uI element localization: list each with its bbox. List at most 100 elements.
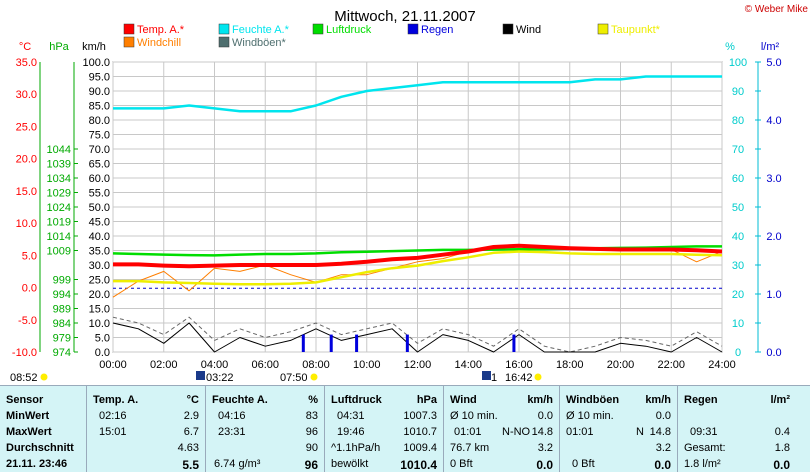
- wind-distance: 76.7 km: [450, 442, 490, 454]
- weather-chart: Mittwoch, 21.11.2007 © Weber Mike Temp. …: [10, 4, 808, 384]
- wind-tick: 50.0: [89, 202, 110, 214]
- stats-table: Sensor MinWert MaxWert Durchschnitt 21.1…: [0, 385, 810, 472]
- wind-header: Wind: [450, 394, 477, 406]
- moon-icon: [196, 371, 205, 380]
- press-trend: ^1.1hPa/h: [331, 442, 381, 454]
- press-max-value: 1010.7: [403, 426, 437, 438]
- stats-col-sensor: Sensor MinWert MaxWert Durchschnitt 21.1…: [0, 386, 87, 472]
- gust-unit: km/h: [645, 394, 671, 406]
- humidity-unit-label: %: [725, 41, 735, 53]
- legend-swatch: [597, 23, 609, 35]
- gust-avg-value: 3.2: [655, 442, 671, 454]
- stats-col-rain: Regen l/m² 09:31 0.4 Gesamt: 1.8 1.8 l/m…: [678, 386, 796, 472]
- wind-tick: 70.0: [89, 144, 110, 156]
- wind-tick: 90.0: [89, 86, 110, 98]
- gust-current-value: 0.0: [654, 458, 671, 472]
- time-tick: 16:00: [505, 359, 533, 371]
- wind-tick: 35.0: [89, 246, 110, 258]
- sun-moon-row: 08:52 03:22 07:50 1 16:42: [10, 371, 542, 384]
- time-tick: 14:00: [454, 359, 482, 371]
- row-label-min: MinWert: [6, 410, 50, 422]
- pressure-tick: 1014: [47, 231, 71, 243]
- hum-avg-value: 90: [305, 442, 318, 454]
- sun-icon: [40, 373, 48, 381]
- hum-max-value: 96: [305, 426, 318, 438]
- legend-label: Taupunkt*: [611, 24, 661, 36]
- stats-header-sensor: Sensor: [6, 394, 44, 406]
- humidity-tick: 100: [729, 57, 747, 69]
- legend-label: Windchill: [137, 37, 181, 49]
- time-tick: 10:00: [353, 359, 381, 371]
- humidity-tick: 60: [732, 173, 744, 185]
- gust-bft: 0 Bft: [572, 458, 595, 470]
- wind-tick: 40.0: [89, 231, 110, 243]
- rain-tick: 2.0: [766, 231, 781, 243]
- wind-tick: 15.0: [89, 304, 110, 316]
- legend-swatch: [407, 23, 419, 35]
- wind-min-value: 0.0: [537, 410, 553, 422]
- rain-max-value: 0.4: [774, 426, 790, 438]
- humidity-tick: 40: [732, 231, 744, 243]
- temp-tick: 0.0: [22, 283, 37, 295]
- rain-current-value: 0.0: [773, 458, 790, 472]
- legend-swatch: [218, 23, 230, 35]
- temp-tick: 10.0: [16, 218, 37, 230]
- series-windboeen-line: [112, 316, 723, 353]
- temp-min-value: 2.9: [183, 410, 199, 422]
- pressure-tick: 984: [53, 318, 71, 330]
- temp-max-value: 6.7: [183, 426, 199, 438]
- legend: Temp. A.* Feuchte A.* Luftdruck Regen Wind Ta…: [123, 23, 661, 49]
- legend-label: Luftdruck: [326, 24, 372, 36]
- time-tick: 04:00: [201, 359, 229, 371]
- legend-label: Feuchte A.*: [232, 24, 290, 36]
- moon-prefix: 1: [491, 372, 497, 384]
- wind-unit-label: km/h: [82, 41, 106, 53]
- wind-tick: 30.0: [89, 260, 110, 272]
- temp-tick: 25.0: [16, 121, 37, 133]
- temp-tick: -10.0: [12, 347, 37, 359]
- series-taupunkt-line: [113, 250, 723, 286]
- time-tick: 12:00: [404, 359, 432, 371]
- time-tick: 06:00: [251, 359, 279, 371]
- time-tick: 22:00: [657, 359, 685, 371]
- wind-bft: 0 Bft: [450, 458, 473, 470]
- humidity-tick: 20: [732, 289, 744, 301]
- pressure-tick: 1029: [47, 188, 71, 200]
- wind-tick: 85.0: [89, 101, 110, 113]
- legend-swatch: [123, 23, 135, 35]
- temp-header: Temp. A.: [93, 394, 139, 406]
- humidity-tick: 90: [732, 86, 744, 98]
- time-tick: 20:00: [607, 359, 635, 371]
- rain-header: Regen: [684, 394, 718, 406]
- wind-tick: 55.0: [89, 188, 110, 200]
- gust-header: Windböen: [566, 394, 620, 406]
- pressure-tick: 979: [53, 333, 71, 345]
- legend-swatch: [312, 23, 324, 35]
- temp-tick: 20.0: [16, 154, 37, 166]
- wind-tick: 25.0: [89, 275, 110, 287]
- gust-max-value: 14.8: [649, 426, 671, 438]
- gust-max-time: 01:01: [566, 426, 594, 438]
- moon-icon: [482, 371, 491, 380]
- wind-max-value: 14.8: [531, 426, 553, 438]
- rain-total-label: Gesamt:: [684, 442, 726, 454]
- hum-min-value: 83: [305, 410, 318, 422]
- pressure-tick: 989: [53, 304, 71, 316]
- stats-col-gust: Windböen km/h Ø 10 min. 0.0 01:01 N 14.8…: [560, 386, 678, 472]
- hum-header: Feuchte A.: [212, 394, 268, 406]
- pressure-tick: 1019: [47, 217, 71, 229]
- time-tick: 24:00: [708, 359, 736, 371]
- legend-label: Temp. A.*: [137, 24, 185, 36]
- rain-bar: [512, 334, 516, 352]
- time-axis: 00:00 02:00 04:00 06:00 08:00 10:00 12:00 14:00…: [99, 359, 736, 371]
- rain-tick: 3.0: [766, 173, 781, 185]
- wind-avg-value: 3.2: [537, 442, 553, 454]
- wind-tick: 45.0: [89, 217, 110, 229]
- moonset-time: 03:22: [206, 372, 234, 384]
- rain-total-current: 1.8 l/m²: [684, 458, 721, 470]
- pressure-tick: 999: [53, 275, 71, 287]
- pressure-tick: 974: [53, 347, 71, 359]
- wind-tick: 75.0: [89, 130, 110, 142]
- press-forecast: bewölkt: [331, 458, 369, 470]
